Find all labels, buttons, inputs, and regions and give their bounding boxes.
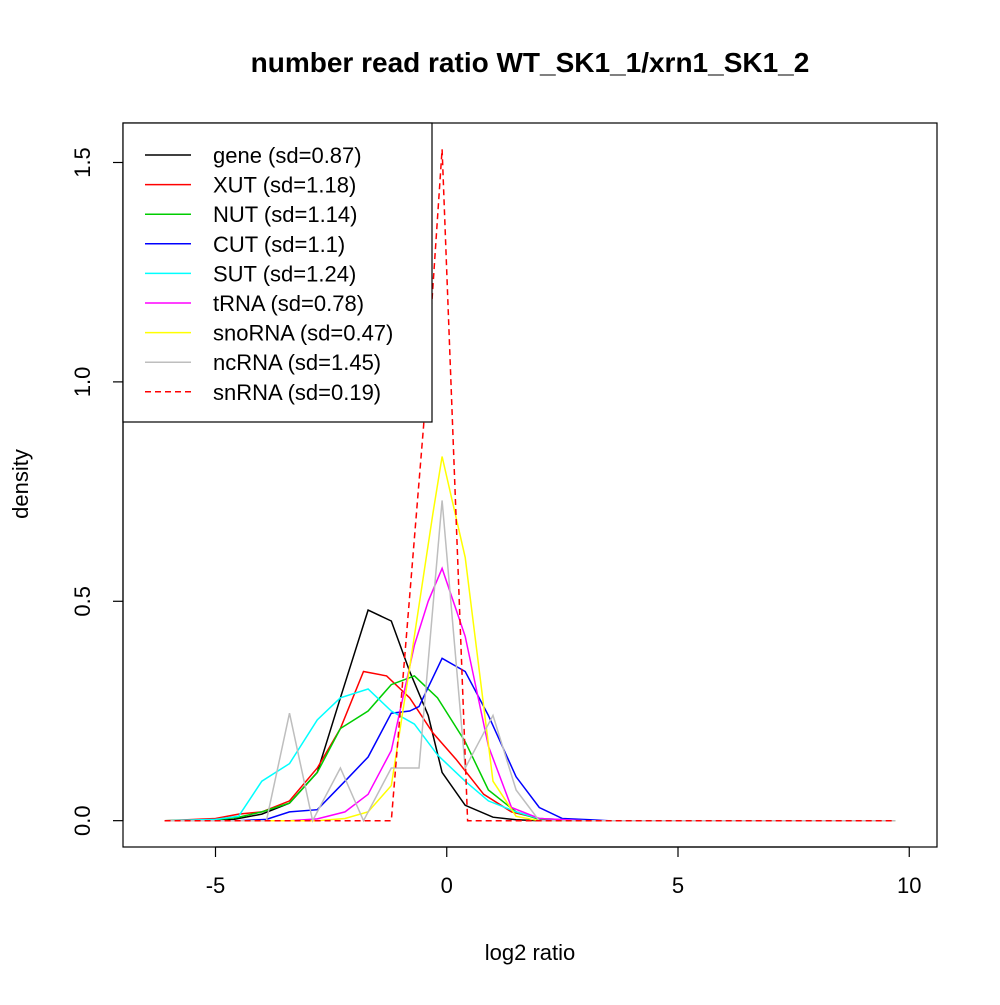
legend-label: SUT (sd=1.24) xyxy=(213,261,356,286)
y-tick-label: 1.0 xyxy=(70,367,95,398)
series-layer xyxy=(164,149,896,823)
x-axis-label: log2 ratio xyxy=(485,940,576,965)
legend-label: XUT (sd=1.18) xyxy=(213,173,356,198)
series-line xyxy=(164,670,896,822)
x-tick-label: 10 xyxy=(897,873,921,898)
x-tick-label: 5 xyxy=(672,873,684,898)
series-line xyxy=(164,688,896,822)
x-tick-label: 0 xyxy=(441,873,453,898)
y-tick-label: 0.5 xyxy=(70,586,95,617)
series-line xyxy=(164,566,896,822)
series-line xyxy=(164,149,896,822)
legend-label: NUT (sd=1.14) xyxy=(213,202,357,227)
legend-label: snoRNA (sd=0.47) xyxy=(213,321,393,346)
series-line xyxy=(164,657,896,822)
series-line xyxy=(164,609,896,822)
series-line xyxy=(164,500,896,823)
series-line xyxy=(164,456,896,822)
legend-box xyxy=(122,122,433,423)
y-tick-label: 1.5 xyxy=(70,147,95,178)
legend-label: CUT (sd=1.1) xyxy=(213,232,345,257)
x-tick-label: -5 xyxy=(206,873,226,898)
y-axis-label: density xyxy=(8,449,33,519)
y-tick-label: 0.0 xyxy=(70,805,95,836)
legend-label: ncRNA (sd=1.45) xyxy=(213,350,381,375)
axes-layer: -5 0 5 10 0.0 0.5 1.0 1.5 xyxy=(70,147,921,898)
legend-label: snRNA (sd=0.19) xyxy=(213,380,381,405)
legend-label: gene (sd=0.87) xyxy=(213,143,362,168)
legend: gene (sd=0.87) XUT (sd=1.18) NUT (sd=1.14)… xyxy=(122,122,433,423)
legend-label: tRNA (sd=0.78) xyxy=(213,291,364,316)
series-line xyxy=(164,675,896,822)
chart-title: number read ratio WT_SK1_1/xrn1_SK1_2 xyxy=(251,47,810,78)
